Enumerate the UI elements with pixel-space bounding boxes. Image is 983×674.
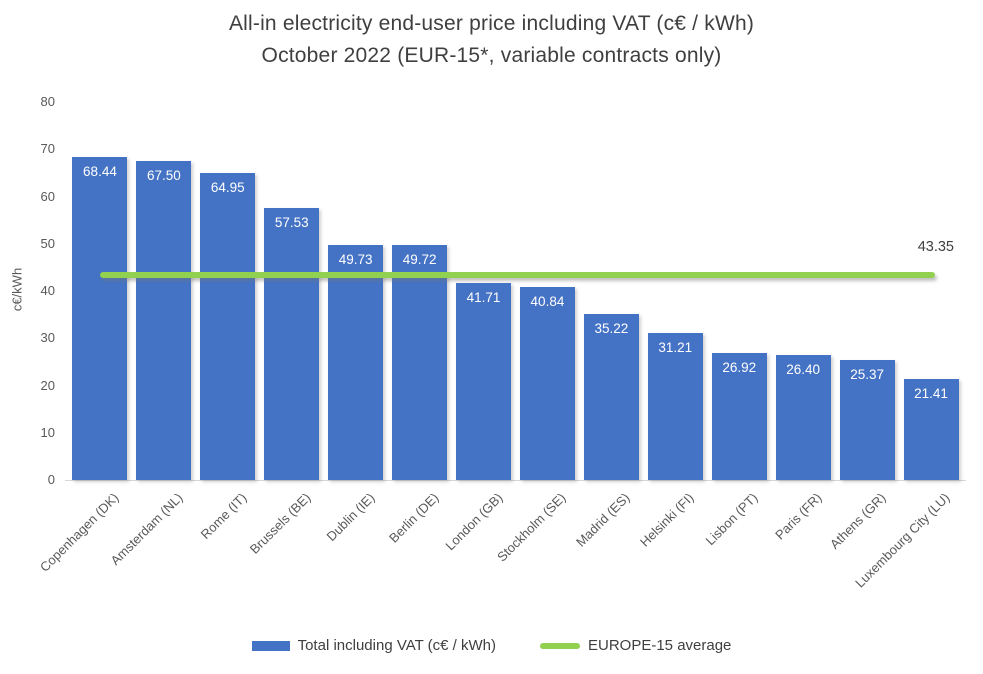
bar: 31.21 [647, 332, 703, 480]
bar: 68.44 [72, 156, 128, 480]
bar: 49.73 [328, 245, 384, 480]
bar: 25.37 [839, 360, 895, 480]
bar: 41.71 [456, 282, 512, 480]
bar-value-label: 26.40 [786, 362, 821, 378]
x-category-label: Helsinki (FI) [637, 490, 697, 550]
y-tick-label: 20 [40, 377, 55, 393]
legend-line-swatch-icon [540, 642, 580, 649]
legend-label-total: Total including VAT (c€ / kWh) [297, 637, 496, 654]
bar-value-label: 25.37 [850, 367, 884, 383]
y-tick-label: 30 [40, 330, 55, 346]
x-category-label: Athens (GR) [827, 490, 889, 552]
average-line [99, 272, 936, 279]
x-category-label: Lisbon (PT) [702, 490, 761, 549]
chart-title: All-in electricity end-user price includ… [0, 8, 983, 72]
bar-value-label: 35.22 [594, 320, 629, 336]
legend-label-average: EUROPE-15 average [588, 637, 732, 654]
x-category-label: Rome (IT) [197, 490, 250, 542]
x-category-label: Brussels (BE) [246, 490, 314, 557]
y-tick-label: 60 [40, 188, 55, 204]
bar-value-label: 41.71 [466, 289, 501, 305]
x-axis-line [65, 480, 966, 481]
bar: 21.41 [903, 378, 959, 480]
chart-title-line1: All-in electricity end-user price includ… [228, 12, 755, 35]
x-category-label: London (GB) [441, 490, 506, 554]
bar-value-label: 31.21 [658, 339, 693, 355]
y-tick-label: 50 [40, 235, 55, 251]
bar-value-label: 57.53 [274, 215, 309, 231]
legend: Total including VAT (c€ / kWh) EUROPE-15… [0, 637, 983, 654]
bar: 35.22 [583, 313, 639, 480]
chart-title-line2: October 2022 (EUR-15*, variable contract… [261, 44, 722, 67]
bar: 67.50 [136, 161, 192, 480]
bar: 49.72 [392, 245, 448, 480]
legend-bar-swatch-icon [251, 640, 290, 651]
bar: 57.53 [264, 208, 320, 480]
y-tick-label: 40 [40, 283, 55, 298]
bar-value-label: 26.92 [722, 359, 757, 375]
y-tick-label: 80 [40, 94, 55, 109]
y-tick-label: 10 [40, 424, 55, 440]
bar-value-label: 49.73 [338, 252, 373, 268]
x-category-label: Stockholm (SE) [494, 490, 570, 565]
average-value-annotation: 43.35 [917, 239, 954, 255]
bar-value-label: 67.50 [146, 168, 181, 184]
legend-item-average: EUROPE-15 average [540, 637, 731, 654]
x-category-label: Berlin (DE) [385, 490, 442, 546]
legend-item-total: Total including VAT (c€ / kWh) [251, 637, 496, 654]
x-category-label: Copenhagen (DK) [36, 490, 122, 575]
bar-value-label: 21.41 [914, 385, 948, 401]
bar-value-label: 40.84 [530, 294, 565, 310]
x-category-label: Paris (FR) [772, 490, 825, 543]
x-category-label: Dublin (IE) [323, 490, 378, 545]
bar: 40.84 [519, 287, 575, 480]
bar: 26.40 [775, 355, 831, 480]
bar: 64.95 [200, 173, 256, 480]
bar-value-label: 49.72 [402, 252, 437, 268]
bar: 26.92 [711, 352, 767, 480]
x-category-label: Madrid (ES) [573, 490, 633, 550]
bar-value-label: 68.44 [83, 163, 117, 179]
y-tick-label: 70 [40, 141, 55, 157]
bar-value-label: 64.95 [210, 180, 245, 196]
y-tick-label: 0 [47, 472, 55, 487]
